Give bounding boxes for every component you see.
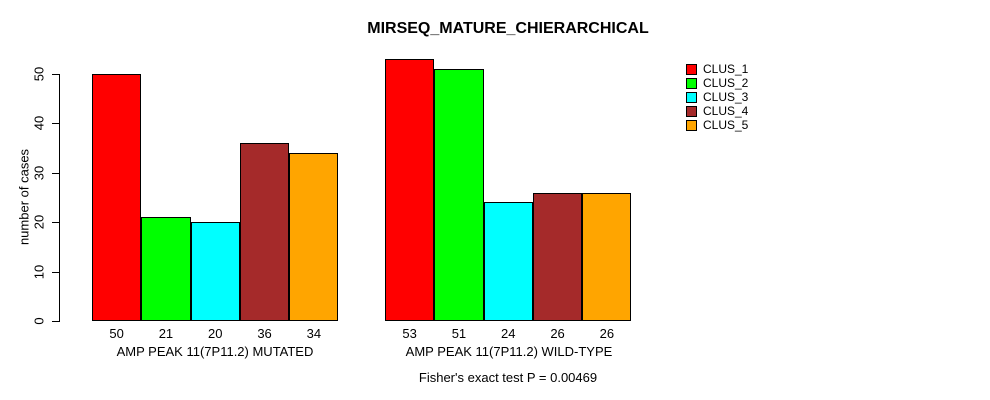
y-tick-label: 30 — [31, 165, 47, 181]
legend-item-clus_3: CLUS_3 — [686, 90, 748, 104]
y-tick-mark — [52, 74, 60, 75]
legend-label: CLUS_2 — [703, 76, 749, 90]
y-tick-mark — [52, 321, 60, 322]
legend-item-clus_2: CLUS_2 — [686, 76, 748, 90]
bar-clus_4-group0 — [239, 143, 290, 321]
bar-value-label: 53 — [402, 326, 417, 341]
legend-item-clus_1: CLUS_1 — [686, 62, 748, 76]
legend-item-clus_5: CLUS_5 — [686, 118, 748, 132]
bar-value-label: 50 — [109, 326, 124, 341]
legend-item-clus_4: CLUS_4 — [686, 104, 748, 118]
y-tick-label: 20 — [31, 214, 47, 230]
bar-clus_1-group0 — [92, 74, 142, 321]
y-tick-mark — [52, 271, 60, 273]
bar-value-label: 21 — [158, 326, 174, 341]
y-tick-label: 10 — [31, 264, 47, 279]
legend-swatch — [686, 77, 697, 89]
bar-clus_1-group1 — [385, 59, 435, 321]
footnote-fisher-test: Fisher's exact test P = 0.00469 — [418, 370, 598, 385]
legend-label: CLUS_3 — [703, 90, 749, 104]
bar-clus_3-group0 — [190, 222, 240, 321]
x-axis-group-label-wild-type: AMP PEAK 11(7P11.2) WILD-TYPE — [405, 344, 613, 359]
y-tick-mark — [52, 123, 60, 125]
bar-value-label: 24 — [501, 326, 516, 341]
legend-label: CLUS_5 — [703, 118, 749, 132]
bar-value-label: 26 — [550, 326, 565, 341]
legend-label: CLUS_1 — [703, 62, 749, 76]
legend-swatch — [686, 91, 697, 103]
chart-title: MIRSEQ_MATURE_CHIERARCHICAL — [367, 20, 649, 37]
y-tick-label: 0 — [31, 317, 47, 325]
bar-value-label: 34 — [306, 326, 322, 341]
y-tick-mark — [52, 172, 60, 174]
bar-value-label: 20 — [208, 326, 223, 341]
y-tick-mark — [52, 222, 60, 224]
y-tick-label: 50 — [31, 66, 47, 82]
bar-clus_5-group1 — [582, 192, 632, 321]
y-tick-label: 40 — [31, 116, 47, 131]
bar-clus_4-group1 — [532, 192, 583, 321]
bar-clus_3-group1 — [483, 202, 533, 321]
legend-swatch — [686, 119, 697, 131]
bar-clus_2-group1 — [434, 69, 484, 321]
x-axis-group-label-mutated: AMP PEAK 11(7P11.2) MUTATED — [116, 344, 314, 359]
legend-label: CLUS_4 — [703, 104, 749, 118]
legend-swatch — [686, 63, 697, 75]
bar-clus_2-group0 — [141, 217, 191, 321]
legend-swatch — [686, 105, 697, 117]
bar-clus_5-group0 — [289, 153, 339, 321]
bar-value-label: 51 — [451, 326, 467, 341]
y-axis-label: number of cases — [16, 148, 32, 246]
bar-value-label: 36 — [257, 326, 272, 341]
bar-value-label: 26 — [599, 326, 615, 341]
y-axis-line — [59, 74, 60, 322]
legend: CLUS_1 CLUS_2 CLUS_3 CLUS_4 CLUS_5 — [686, 62, 748, 132]
